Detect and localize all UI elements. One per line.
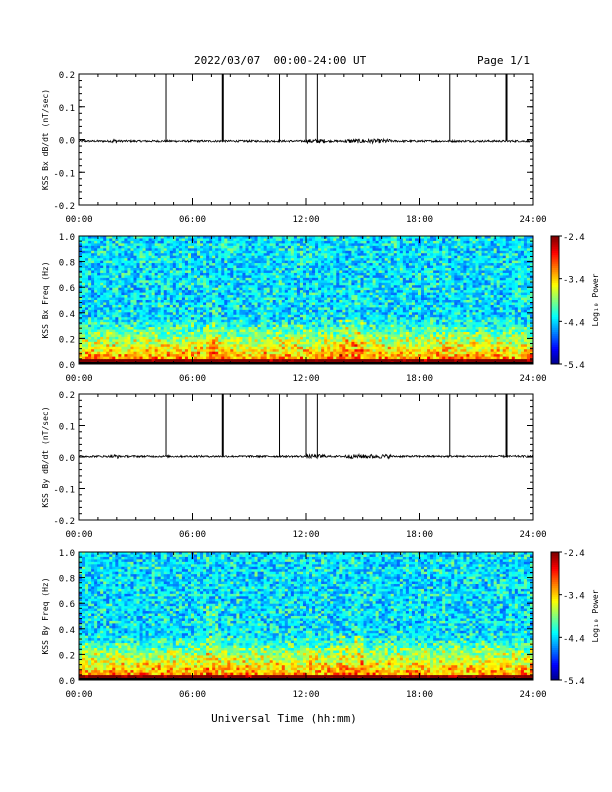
x-tick-label: 12:00 [292,215,319,225]
y-axis-label: KSS Bx dB/dt (nT/sec) [41,89,50,190]
y-tick-label: -0.2 [53,517,75,527]
colorbar: -2.4 -3.4 -4.4 -5.4 Log₁₀ Power [551,233,600,371]
x-tick-label: 18:00 [406,690,433,700]
y-axis-label: KSS By Freq (Hz) [41,577,50,654]
x-tick-label: 24:00 [519,530,546,540]
x-tick-label: 06:00 [179,690,206,700]
y-tick-label: 0.4 [59,310,75,320]
x-tick-label: 24:00 [519,374,546,384]
colorbar-tick-label: -2.4 [563,549,585,559]
y-tick-label: 0.8 [59,575,75,585]
colorbar: -2.4 -3.4 -4.4 -5.4 Log₁₀ Power [551,549,600,687]
y-tick-label: 1.0 [59,549,75,559]
colorbar-tick-label: -3.4 [563,592,585,602]
spectrogram-heatmap [79,552,533,680]
y-tick-label: 0.2 [59,391,75,401]
y-tick-label: 0.0 [59,137,75,147]
x-tick-label: 12:00 [292,690,319,700]
panel-2-bx-spectrogram: 1.0 0.8 0.6 0.4 0.2 0.0 00:00 06:00 12:00 18:00 24… [41,233,600,384]
y-tick-label: 0.2 [59,335,75,345]
y-tick-label: 0.1 [59,104,75,114]
x-tick-label: 24:00 [519,690,546,700]
x-tick-label: 18:00 [406,374,433,384]
panel-1-bx-dbdt: 0.2 0.1 0.0 -0.1 -0.2 00:00 06:00 12:00 18:00 24:… [41,71,547,225]
colorbar-label: Log₁₀ Power [591,589,600,642]
colorbar-tick-label: -2.4 [563,233,585,243]
x-tick-label: 06:00 [179,374,206,384]
x-tick-label: 18:00 [406,530,433,540]
y-tick-label: 0.1 [59,423,75,433]
y-tick-label: 0.0 [59,677,75,687]
x-tick-label: 00:00 [65,690,92,700]
y-tick-label: 0.0 [59,454,75,464]
y-tick-label: 0.4 [59,626,75,636]
x-tick-label: 00:00 [65,215,92,225]
colorbar-tick-label: -4.4 [563,634,585,644]
y-tick-label: 0.2 [59,651,75,661]
x-tick-label: 12:00 [292,530,319,540]
y-axis-label: KSS By dB/dt (nT/sec) [41,406,50,507]
colorbar-label: Log₁₀ Power [591,273,600,326]
x-tick-label: 00:00 [65,530,92,540]
colorbar-tick-label: -4.4 [563,318,585,328]
y-tick-label: -0.2 [53,202,75,212]
x-tick-label: 06:00 [179,530,206,540]
x-tick-label: 18:00 [406,215,433,225]
y-tick-label: 0.6 [59,284,75,294]
colorbar-tick-label: -5.4 [563,677,585,687]
x-axis-label: Universal Time (hh:mm) [211,712,357,725]
y-tick-label: 0.0 [59,361,75,371]
y-tick-label: 0.8 [59,259,75,269]
y-tick-label: 1.0 [59,233,75,243]
x-tick-label: 06:00 [179,215,206,225]
colorbar-tick-label: -5.4 [563,361,585,371]
panel-4-by-spectrogram: 1.0 0.8 0.6 0.4 0.2 0.0 00:00 06:00 12:00 18:00 24… [41,549,600,700]
x-tick-label: 24:00 [519,215,546,225]
x-tick-label: 12:00 [292,374,319,384]
y-tick-label: 0.2 [59,71,75,81]
y-tick-label: 0.6 [59,600,75,610]
y-axis-label: KSS Bx Freq (Hz) [41,261,50,338]
panel-3-by-dbdt: 0.2 0.1 0.0 -0.1 -0.2 00:00 06:00 12:00 18:00 24:… [41,391,547,540]
y-tick-label: -0.1 [53,169,75,179]
dbdt-trace [79,454,533,458]
x-tick-label: 00:00 [65,374,92,384]
colorbar-tick-label: -3.4 [563,276,585,286]
y-tick-label: -0.1 [53,486,75,496]
spectrogram-heatmap [79,236,533,364]
